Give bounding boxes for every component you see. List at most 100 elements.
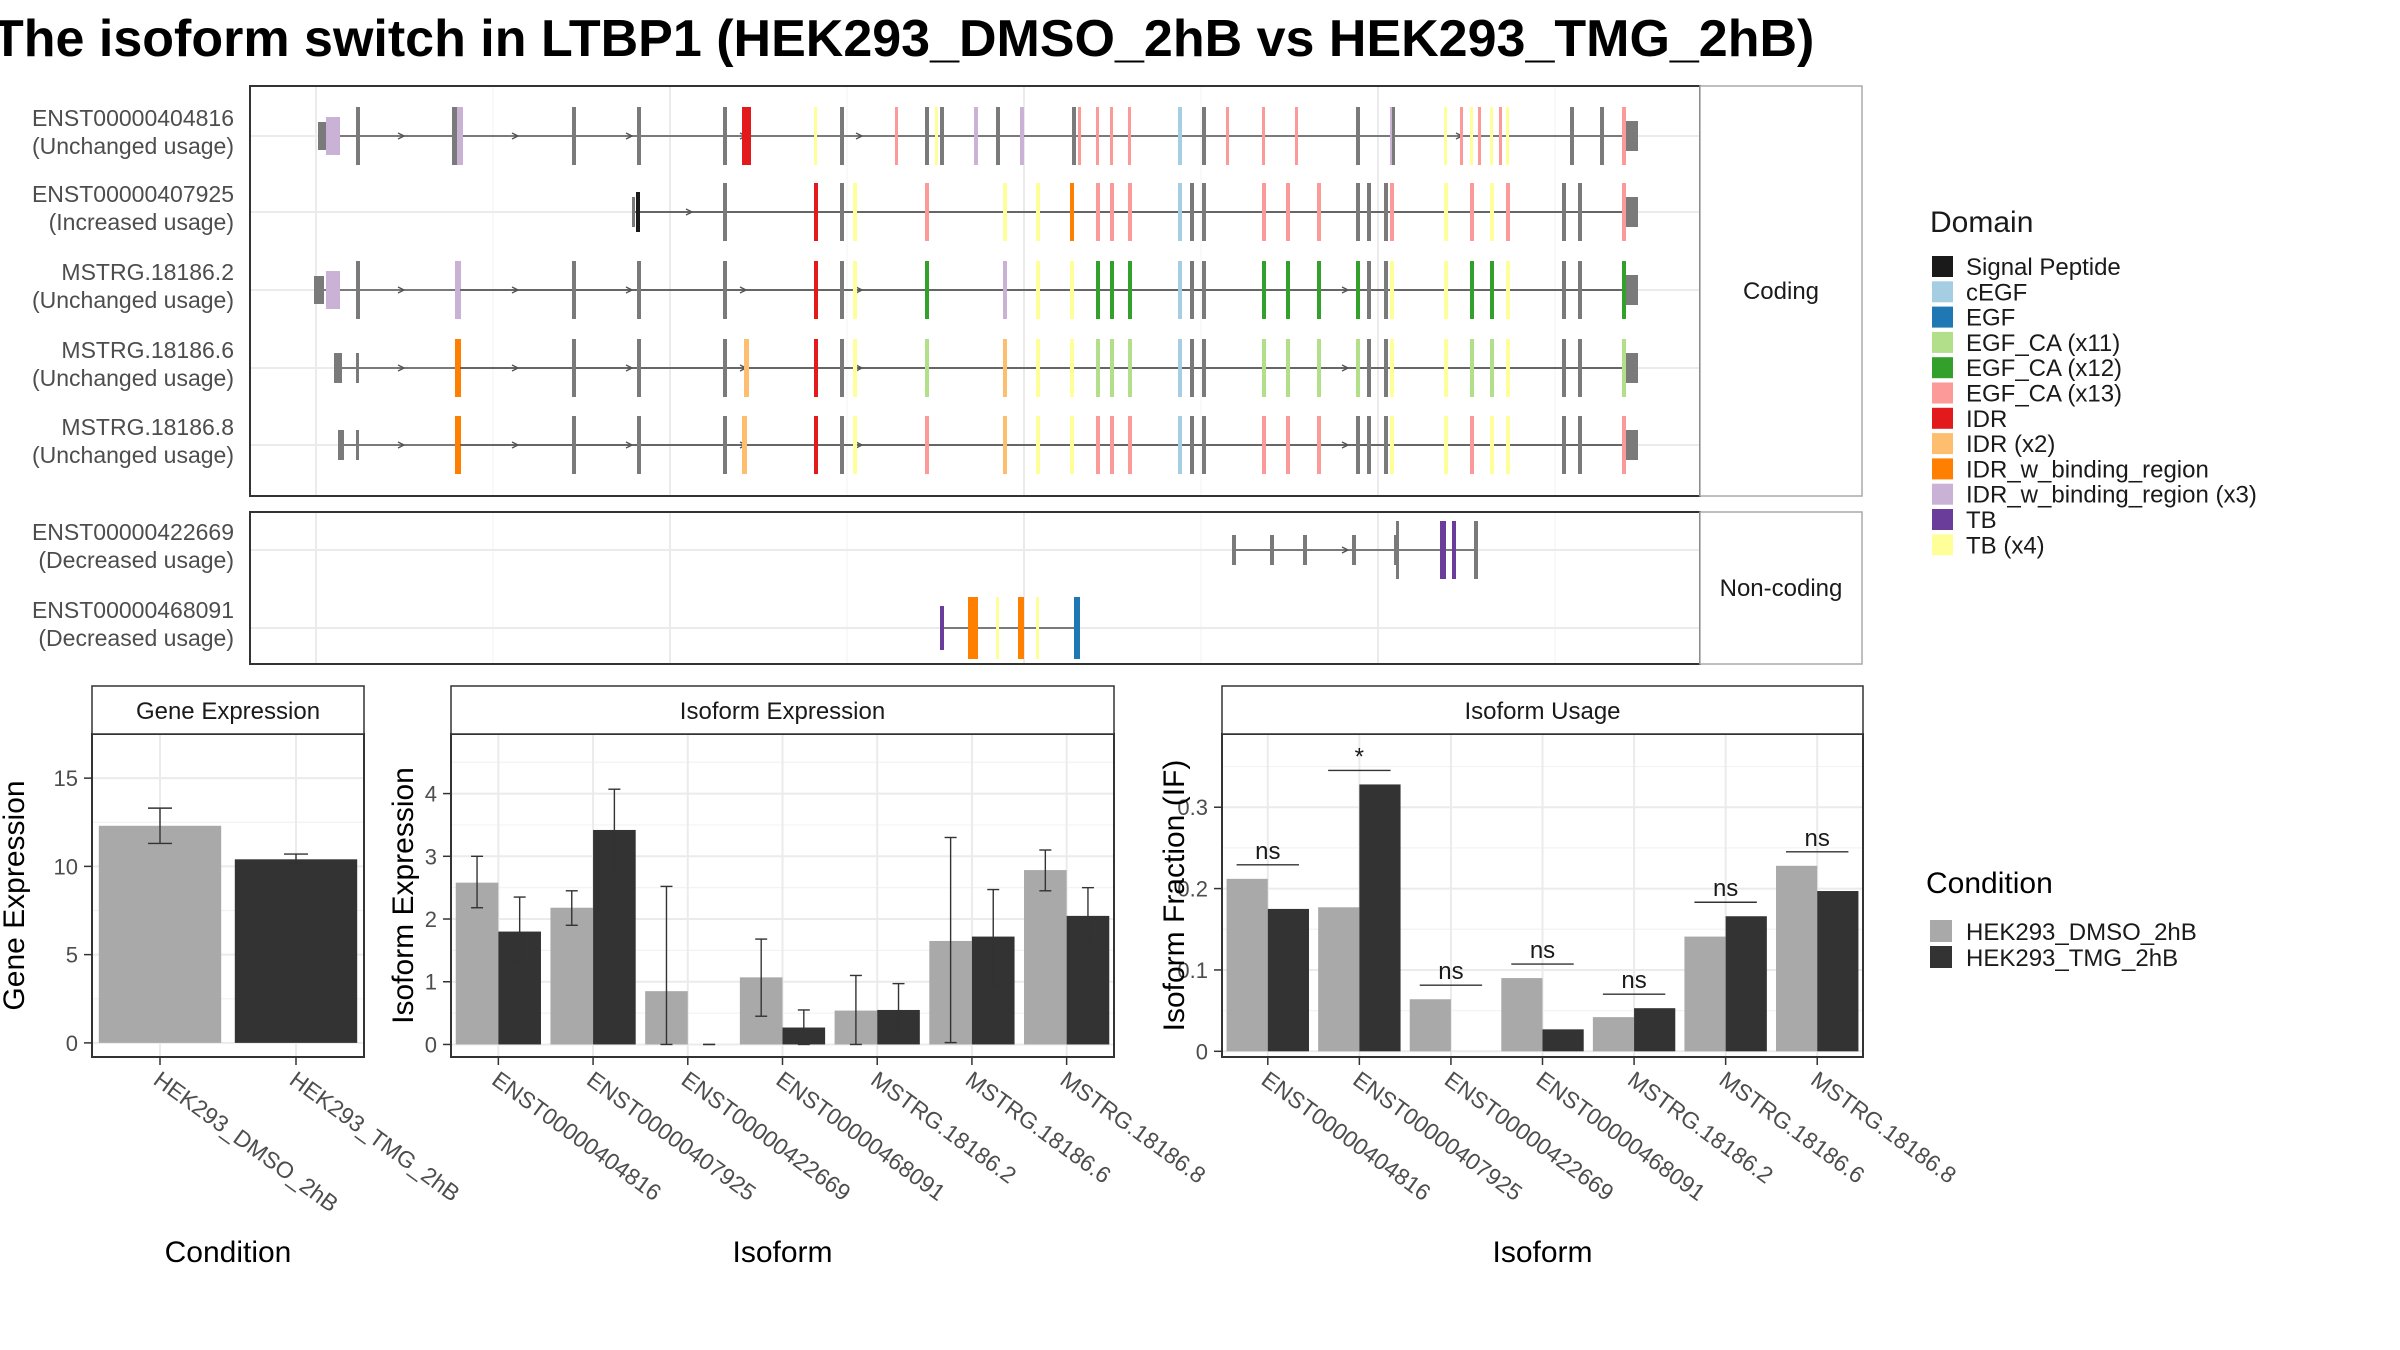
domain-exon <box>1262 339 1266 397</box>
domain-exon <box>925 339 929 397</box>
exon <box>1202 183 1206 241</box>
transcript-status: (Increased usage) <box>49 209 234 235</box>
y-tick-label: 0 <box>1196 1039 1208 1064</box>
exon <box>1578 416 1582 474</box>
domain-exon <box>853 183 857 241</box>
domain-exon <box>1178 416 1182 474</box>
domain-exon <box>1622 261 1626 319</box>
domain-exon <box>925 261 929 319</box>
panel-strip <box>450 685 1115 735</box>
y-tick-label: 5 <box>66 943 78 968</box>
utr-exon <box>1626 353 1638 383</box>
exon <box>1474 521 1478 579</box>
domain-legend-swatch <box>1932 534 1953 556</box>
y-tick-label: 0.3 <box>1177 795 1208 820</box>
transcript-status: (Unchanged usage) <box>32 365 234 391</box>
domain-legend-swatch <box>1932 407 1953 429</box>
exon <box>356 353 359 383</box>
domain-exon <box>1110 107 1113 165</box>
domain-legend-label: TB (x4) <box>1966 532 2045 559</box>
exon <box>723 261 727 319</box>
domain-exon <box>1390 416 1394 474</box>
exon <box>1367 261 1371 319</box>
domain-exon <box>1036 339 1040 397</box>
domain-exon <box>1286 416 1290 474</box>
exon <box>356 430 359 460</box>
domain-exon <box>1003 183 1007 241</box>
domain-exon <box>925 183 929 241</box>
strand-arrow <box>397 132 406 140</box>
panel-title: Gene Expression <box>136 698 320 725</box>
bar <box>1634 1008 1676 1052</box>
exon <box>1396 521 1399 579</box>
strand-arrow <box>1341 546 1350 554</box>
exon <box>1190 339 1194 397</box>
domain-exon <box>996 597 999 659</box>
domain-exon <box>1110 416 1114 474</box>
domain-exon <box>744 339 749 397</box>
significance-label: * <box>1355 743 1364 770</box>
domain-exon <box>1317 339 1321 397</box>
domain-exon <box>1356 261 1360 319</box>
domain-exon <box>1444 416 1448 474</box>
domain-exon <box>940 606 944 650</box>
chart-1: Isoform Expression01234ENST00000404816EN… <box>387 685 1211 1269</box>
exon <box>1578 261 1582 319</box>
bar <box>1409 999 1451 1052</box>
domain-exon <box>1128 261 1132 319</box>
domain-exon <box>1506 107 1509 165</box>
chart-2: ns * ns ns ns ns ns Isoform Usage 0 0.1 0.2 0.3 ENST… <box>1158 685 1961 1269</box>
noncoding-panel-strip <box>1699 511 1863 665</box>
domain-exon <box>1070 261 1074 319</box>
domain-exon <box>1460 107 1463 165</box>
strand-arrow <box>625 132 634 140</box>
exon <box>996 107 1000 165</box>
significance-label: ns <box>1621 967 1646 994</box>
transcript-label: MSTRG.18186.6 <box>61 337 234 363</box>
exon <box>637 107 641 165</box>
exon <box>940 107 944 165</box>
domain-legend-label: EGF_CA (x12) <box>1966 355 2122 382</box>
transcript-label: ENST00000404816 <box>32 105 234 131</box>
domain-exon <box>1128 339 1132 397</box>
bar <box>1817 891 1859 1052</box>
domain-exon <box>1036 183 1040 241</box>
domain-exon <box>814 416 818 474</box>
exon <box>1367 416 1371 474</box>
condition-legend-label: HEK293_DMSO_2hB <box>1966 919 2197 946</box>
strip-label-coding: Coding <box>1743 278 1819 305</box>
utr-exon <box>1626 275 1638 305</box>
transcript-label: MSTRG.18186.2 <box>61 259 234 285</box>
exon <box>1202 416 1206 474</box>
bar <box>455 882 499 1045</box>
exon <box>1232 535 1236 565</box>
domain-exon <box>1490 416 1494 474</box>
domain-legend-swatch <box>1932 357 1953 379</box>
y-tick-label: 10 <box>54 854 78 879</box>
utr-exon <box>1626 197 1638 227</box>
exon <box>1578 183 1582 241</box>
domain-exon <box>1478 107 1481 165</box>
domain-exon <box>1390 183 1394 241</box>
transcript-status: (Decreased usage) <box>38 625 234 651</box>
y-tick-label: 0.2 <box>1177 877 1208 902</box>
exon <box>1384 261 1388 319</box>
exon <box>723 416 727 474</box>
bar <box>234 859 358 1043</box>
exon <box>840 416 844 474</box>
domain-exon <box>1003 416 1007 474</box>
bar <box>1267 908 1309 1052</box>
exon <box>1384 416 1388 474</box>
domain-exon <box>1096 416 1100 474</box>
domain-exon <box>1444 261 1448 319</box>
exon <box>723 183 727 241</box>
domain-exon <box>1128 183 1132 241</box>
y-tick-label: 1 <box>425 970 437 995</box>
domain-exon <box>636 192 640 232</box>
exon <box>1562 339 1566 397</box>
x-tick-label: ENST00000468091 <box>1532 1066 1711 1206</box>
condition-legend-label: HEK293_TMG_2hB <box>1966 945 2178 972</box>
domain-exon <box>1470 183 1474 241</box>
x-tick-label: ENST00000422669 <box>677 1066 856 1206</box>
